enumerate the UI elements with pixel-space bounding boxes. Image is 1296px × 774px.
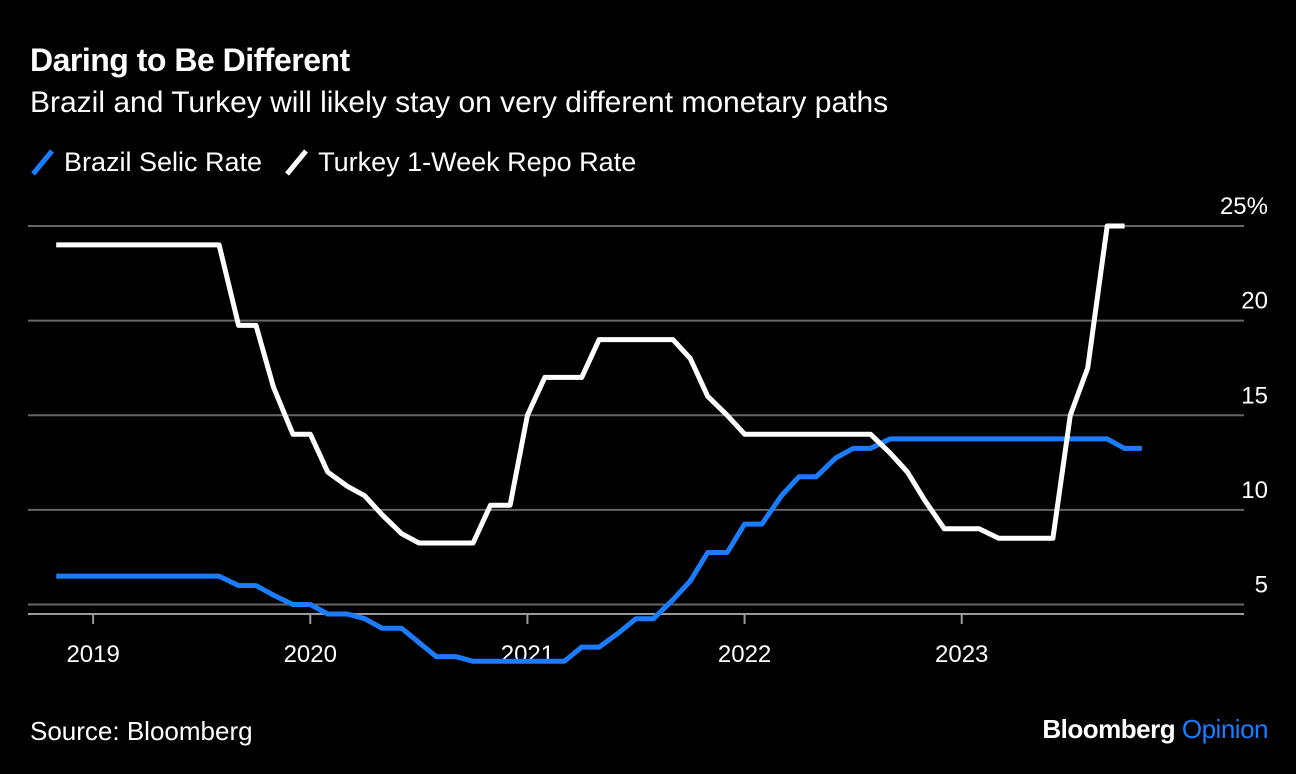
brand-name: Bloomberg <box>1042 714 1176 744</box>
y-tick-label: 15 <box>1241 382 1268 409</box>
brand-opinion: Opinion <box>1181 714 1269 744</box>
gridlines <box>28 225 1244 606</box>
legend-item-brazil: Brazil Selic Rate <box>30 146 262 178</box>
x-tick-label: 2019 <box>66 641 119 668</box>
y-tick-label: 25% <box>1220 193 1268 220</box>
source-note: Source: Bloomberg <box>30 716 253 746</box>
legend-label-turkey: Turkey 1-Week Repo Rate <box>318 146 637 177</box>
x-tick-label: 2020 <box>284 641 337 668</box>
x-tick-label: 2021 <box>501 641 554 668</box>
chart-subtitle: Brazil and Turkey will likely stay on ve… <box>30 86 889 119</box>
y-axis-labels: 25% 20 15 10 5 <box>1220 193 1268 599</box>
series-line-brazil-selic <box>56 436 1142 664</box>
legend-item-turkey: Turkey 1-Week Repo Rate <box>284 146 636 178</box>
x-axis: 2019 2020 2021 2022 2023 <box>28 613 1244 668</box>
x-tick-label: 2023 <box>935 641 988 668</box>
y-tick-label: 10 <box>1241 477 1268 504</box>
brand-logo: Bloomberg Opinion <box>1042 714 1268 745</box>
series-lines <box>56 223 1142 664</box>
legend-swatch-turkey <box>285 149 309 176</box>
y-tick-label: 5 <box>1255 572 1268 599</box>
legend: Brazil Selic Rate Turkey 1-Week Repo Rat… <box>30 146 658 178</box>
x-tick-label: 2022 <box>718 641 771 668</box>
legend-swatch-brazil <box>31 149 54 176</box>
legend-label-brazil: Brazil Selic Rate <box>64 146 263 177</box>
chart-title: Daring to Be Different <box>30 42 350 78</box>
series-line-turkey-repo <box>56 223 1125 546</box>
y-tick-label: 20 <box>1241 288 1268 315</box>
